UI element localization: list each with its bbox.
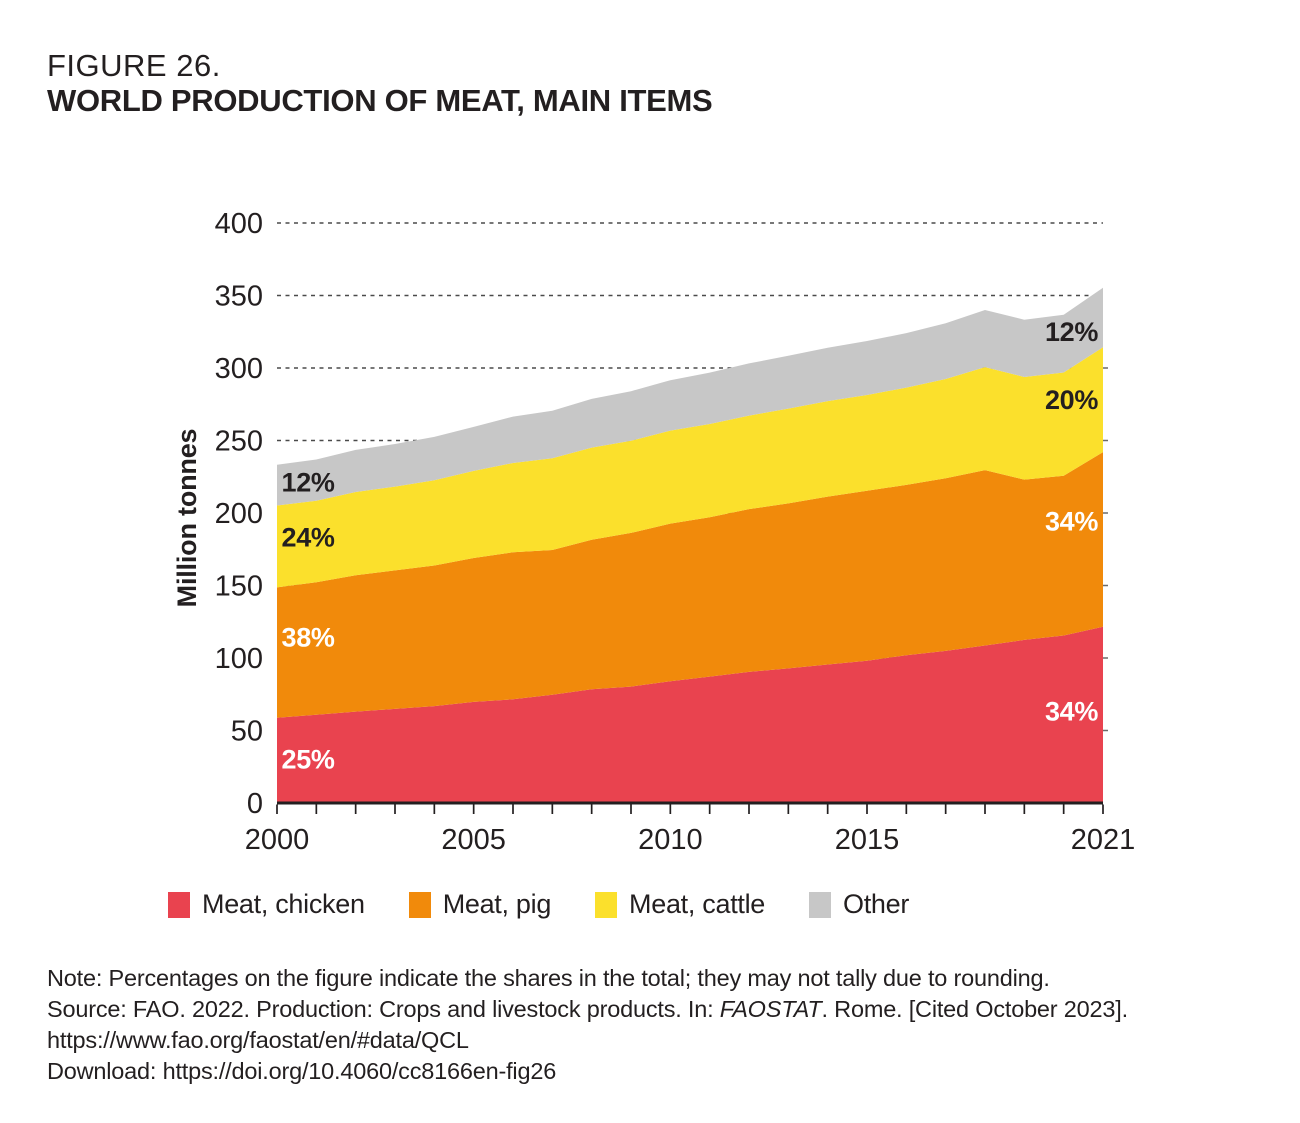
legend-item-meat-pig: Meat, pig xyxy=(408,889,552,920)
share-label-other-right: 12% xyxy=(1045,317,1098,347)
share-label-meat-pig-right: 34% xyxy=(1045,507,1098,537)
legend-item-meat-chicken: Meat, chicken xyxy=(168,889,365,920)
y-tick-label-150: 150 xyxy=(215,571,263,603)
area-meat-cattle xyxy=(277,347,1103,588)
share-label-meat-chicken-left: 25% xyxy=(282,745,335,775)
y-tick-label-400: 400 xyxy=(215,208,263,240)
share-label-meat-cattle-left: 24% xyxy=(282,523,335,553)
source-italic-title: FAOSTAT xyxy=(719,996,822,1022)
y-tick-label-50: 50 xyxy=(231,716,263,748)
x-tick-label-2010: 2010 xyxy=(638,824,703,856)
area-meat-chicken xyxy=(277,626,1103,803)
y-tick-label-300: 300 xyxy=(215,353,263,385)
y-tick-label-350: 350 xyxy=(215,281,263,313)
x-tick-label-2015: 2015 xyxy=(835,824,900,856)
legend-swatch xyxy=(809,891,832,918)
legend-item-meat-cattle: Meat, cattle xyxy=(595,889,765,920)
area-meat-pig xyxy=(277,452,1103,718)
figure-number: FIGURE 26. xyxy=(47,48,221,83)
share-label-meat-cattle-right: 20% xyxy=(1045,385,1098,415)
y-tick-label-200: 200 xyxy=(215,498,263,530)
y-tick-label-250: 250 xyxy=(215,426,263,458)
y-axis-title: Million tonnes xyxy=(172,428,202,608)
y-tick-label-100: 100 xyxy=(215,643,263,675)
figure-title: WORLD PRODUCTION OF MEAT, MAIN ITEMS xyxy=(47,83,713,118)
legend-label: Meat, cattle xyxy=(629,889,766,919)
stacked-area-chart: Million tonnes 2000 2005 2010 2015 2021 0 50 10… xyxy=(172,208,1136,856)
chart-legend: Meat, chicken Meat, pig Meat, cattle Other xyxy=(168,889,909,920)
area-other xyxy=(277,287,1103,506)
x-tick-label-2005: 2005 xyxy=(441,824,506,856)
download-url: Download: https://doi.org/10.4060/cc8166… xyxy=(47,1058,557,1084)
legend-swatch xyxy=(408,891,431,918)
y-tick-label-0: 0 xyxy=(247,788,263,820)
share-label-meat-chicken-right: 34% xyxy=(1045,697,1098,727)
legend-label: Meat, chicken xyxy=(202,889,365,919)
figure-notes: Note: Percentages on the figure indicate… xyxy=(47,963,1128,1087)
x-tick-label-2000: 2000 xyxy=(245,824,310,856)
legend-label: Meat, pig xyxy=(442,889,552,919)
legend-swatch xyxy=(168,891,190,918)
source-url: https://www.fao.org/faostat/en/#data/QCL xyxy=(47,1027,469,1053)
legend-swatch xyxy=(595,891,618,918)
share-label-other-left: 12% xyxy=(282,468,335,498)
note-line: Note: Percentages on the figure indicate… xyxy=(47,965,1050,991)
legend-item-other: Other xyxy=(809,889,909,920)
source-line: Source: FAO. 2022. Production: Crops and… xyxy=(47,996,1128,1022)
legend-label: Other xyxy=(843,889,910,919)
chart-plot-area: 2000 2005 2010 2015 2021 0 50 100 150 200 250 300 35… xyxy=(215,208,1136,856)
share-label-meat-pig-left: 38% xyxy=(282,623,335,653)
x-tick-label-2021: 2021 xyxy=(1071,824,1136,856)
